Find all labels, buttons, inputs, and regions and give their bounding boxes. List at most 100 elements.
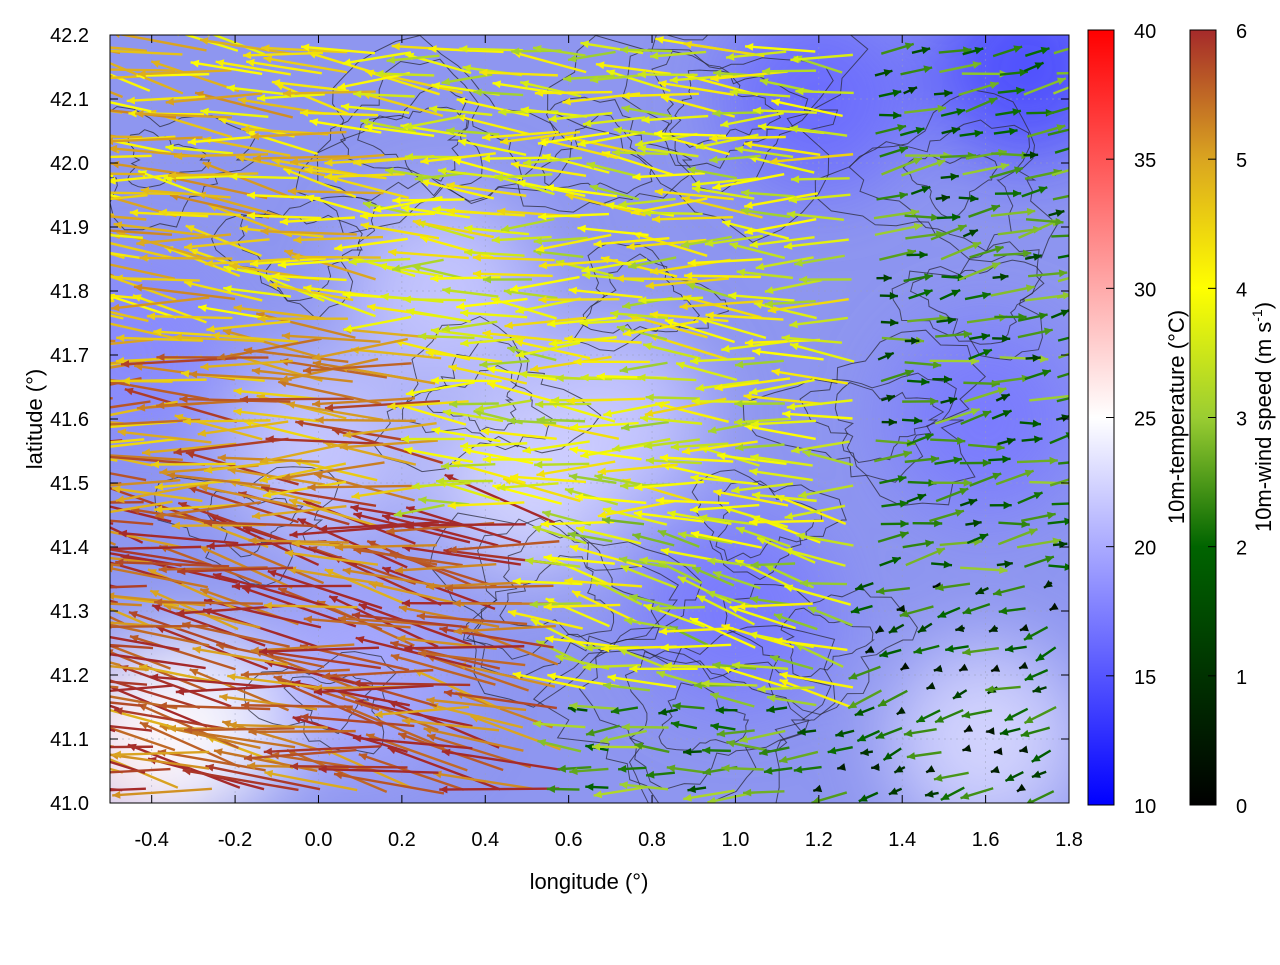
wind-vector-head [96,424,104,432]
wind-vector-head [72,244,81,252]
plot-area [0,0,1122,847]
y-tick-label: 42.0 [50,153,89,175]
y-tick-label: 41.2 [50,665,89,687]
wind-vector-head [97,623,105,631]
wind-vector [0,639,119,647]
wind-vector [19,501,121,514]
wind-vector-head [39,637,47,645]
wind-vector-shaft [19,501,121,511]
wind-vector-shaft [4,573,118,602]
wind-vector-head [4,572,13,580]
wind-vector-shaft [0,515,113,524]
wind-vector-head [32,300,40,308]
wind-vector-head [89,414,98,422]
colorbar-tick-label: 0 [1236,796,1247,818]
wind-vector-head [36,203,45,210]
wind-vector-head [20,504,29,511]
wind-vector-shaft [316,420,416,421]
wind-vector-head [1070,125,1079,133]
wind-vector-head [35,118,44,125]
wind-vector-head [91,237,100,245]
wind-vector-head [58,266,67,274]
wind-vector-head [32,60,41,67]
wind-vector-shaft [0,642,119,646]
wind-vector-shaft [21,46,112,76]
wind-vector [12,334,115,342]
wind-vector-head [95,270,104,277]
y-tick-label: 41.4 [50,537,89,559]
wind-vector [4,572,118,603]
wind-vector-head [51,208,59,216]
wind-vector-head [63,199,72,207]
wind-vector-shaft [12,337,115,341]
wind-vector-head [19,116,28,124]
wind-vector-head [96,681,105,688]
wind-vector-shaft [1052,503,1078,504]
wind-vector-head [84,188,93,196]
y-tick-label: 41.1 [50,729,89,751]
wind-vector-head [40,512,48,520]
wind-vector-head [56,771,64,779]
wind-vector-head [14,550,23,558]
colorbar-tick-label: 20 [1134,538,1156,560]
x-tick-label: -0.2 [218,829,252,851]
wind-vector-shaft [791,178,850,179]
y-tick-label: 42.2 [50,25,89,47]
x-tick-label: 0.0 [305,829,333,851]
colorbar-tick-label: 4 [1236,279,1247,301]
wind-vector-head [10,674,18,682]
wind-vector-head [96,545,105,553]
x-tick-label: 1.0 [722,829,750,851]
wind-vector-head [52,76,60,84]
y-tick-label: 41.3 [50,601,89,623]
y-tick-label: 41.0 [50,793,89,815]
temperature-colorbar-label: 10m-temperature (°C) [1164,310,1189,524]
wind-vector-head [96,482,105,489]
wind-vector [0,511,113,523]
wind-vector-head [1073,143,1082,151]
colorbar-tick-label: 3 [1236,409,1247,431]
wind-vector-head [51,657,59,665]
wind-vector-head [46,373,55,381]
x-tick-label: 1.4 [888,829,916,851]
wind-vector-head [30,745,39,753]
x-tick-label: 0.4 [471,829,499,851]
wind-vector-head [91,317,100,325]
wind-vector-head [7,446,15,454]
wind-vector-head [35,744,43,752]
wind-vector-head [30,672,38,680]
wind-vector-shaft [25,206,114,215]
wind-vector-head [62,442,70,450]
wind-vector-head [97,443,106,451]
wind-vector-head [1075,332,1084,340]
wind-vector-head [33,715,42,723]
wind-vector-shaft [81,69,175,70]
wind-vector-head [26,790,34,798]
wind-vector-shaft [240,399,354,400]
y-axis-label: latitude (°) [22,369,47,470]
wind-vector-head [94,189,102,197]
wind-vector-head [105,137,113,145]
y-tick-label: 41.7 [50,345,89,367]
wind-vector-shaft [49,135,142,137]
wind-vector-shaft [1051,235,1083,236]
colorbar-tick-label: 6 [1236,21,1247,43]
wind-vector-head [81,62,90,69]
wind-vector-shaft [392,199,464,200]
wind-vector-shaft [97,626,208,627]
wind-vector-head [25,203,33,211]
wind-vector-shaft [139,258,232,259]
wind-vector-head [0,639,7,647]
wind-vector-shaft [290,766,408,767]
wind-vector [35,118,119,152]
wind-colorbar-label-main: 10m-wind speed (m s [1251,322,1276,532]
wind-vector-head [25,578,34,585]
wind-vector-head [65,445,74,453]
wind-vector-shaft [1,695,115,732]
wind-vector-head [53,691,61,699]
wind-vector-head [94,47,102,55]
wind-vector-shaft [684,276,761,277]
wind-vector-shaft [643,213,703,214]
wind-vector-head [1073,251,1082,259]
wind-vector-head [99,136,108,144]
